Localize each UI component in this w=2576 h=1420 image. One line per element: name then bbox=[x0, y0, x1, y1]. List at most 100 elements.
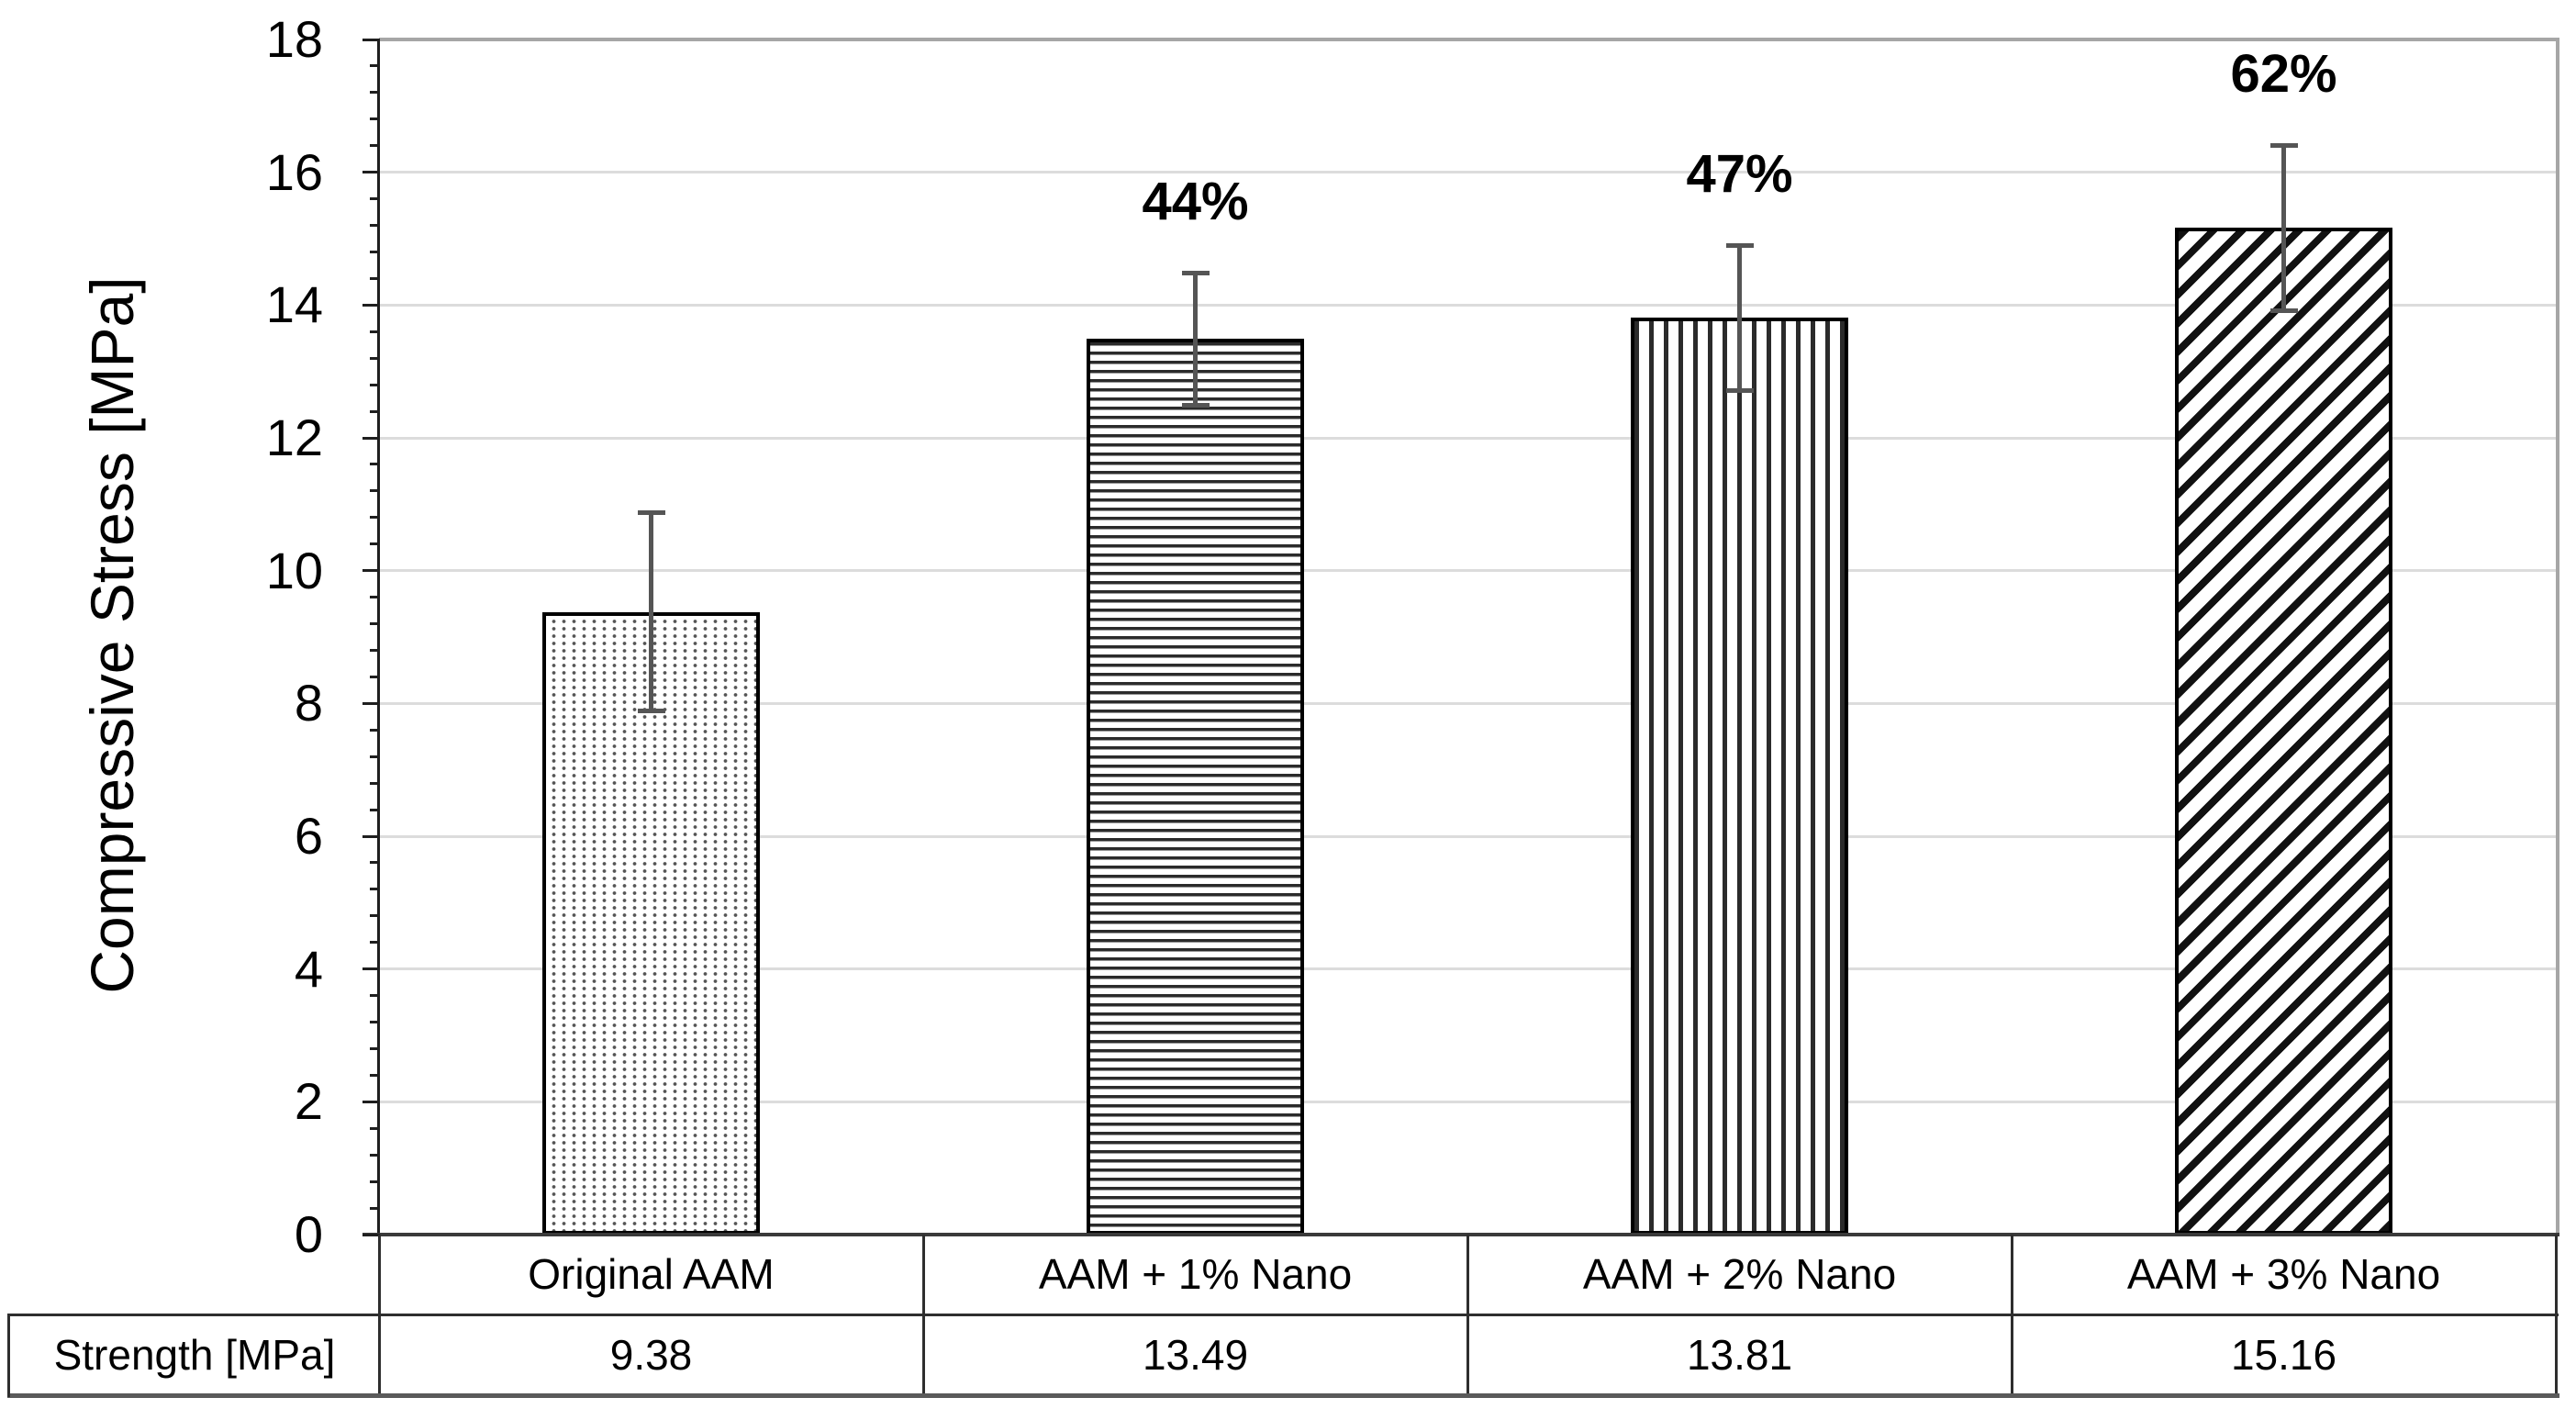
y-axis-major-tick bbox=[362, 569, 380, 573]
error-bar-cap-bottom bbox=[1181, 402, 1210, 408]
bar-aam-2-nano bbox=[1630, 318, 1849, 1235]
table-bottom-rule bbox=[7, 1393, 2559, 1398]
error-bar-cap-bottom bbox=[1725, 387, 1754, 393]
error-bar-cap-top bbox=[1725, 242, 1754, 248]
y-axis-minor-tick bbox=[370, 224, 380, 228]
y-axis-minor-tick bbox=[370, 1126, 380, 1130]
y-axis-minor-tick bbox=[370, 994, 380, 998]
y-axis-minor-tick bbox=[370, 1153, 380, 1157]
y-axis-minor-tick bbox=[370, 463, 380, 466]
y-axis-line bbox=[377, 39, 380, 1236]
y-axis-major-tick bbox=[362, 303, 380, 307]
y-axis-tick-label: 2 bbox=[294, 1072, 323, 1131]
y-axis-minor-tick bbox=[370, 91, 380, 95]
strength-value: 15.16 bbox=[2230, 1331, 2337, 1379]
y-axis-minor-tick bbox=[370, 489, 380, 493]
y-axis-tick-label: 10 bbox=[265, 541, 323, 599]
gridline bbox=[379, 171, 2556, 174]
table-label-left-rule bbox=[7, 1316, 10, 1397]
error-bar-cap-top bbox=[2269, 143, 2298, 148]
plot-border-right bbox=[2556, 38, 2559, 1236]
table-row-label: Strength [MPa] bbox=[53, 1331, 336, 1379]
error-bar-cap-bottom bbox=[2269, 307, 2298, 313]
y-axis-minor-tick bbox=[370, 755, 380, 758]
strength-value: 13.81 bbox=[1686, 1331, 1793, 1379]
y-axis-major-tick bbox=[362, 1233, 380, 1236]
percent-label: 44% bbox=[1142, 171, 1249, 231]
y-axis-minor-tick bbox=[370, 622, 380, 626]
percent-label: 47% bbox=[1686, 143, 1793, 204]
category-label: AAM + 3% Nano bbox=[2126, 1250, 2441, 1298]
y-axis-minor-tick bbox=[370, 781, 380, 785]
y-axis-minor-tick bbox=[370, 675, 380, 678]
y-axis-minor-tick bbox=[370, 409, 380, 413]
plot-border-top bbox=[379, 38, 2559, 41]
error-bar-cap-bottom bbox=[637, 709, 665, 713]
y-axis-minor-tick bbox=[370, 144, 380, 148]
y-axis-minor-tick bbox=[370, 356, 380, 360]
y-axis-minor-tick bbox=[370, 330, 380, 333]
x-axis-line bbox=[362, 1233, 2559, 1236]
y-axis-tick-label: 18 bbox=[265, 10, 323, 68]
y-axis-major-tick bbox=[362, 967, 380, 971]
y-axis-tick-label: 0 bbox=[294, 1205, 323, 1263]
y-axis-minor-tick bbox=[370, 197, 380, 201]
gridline bbox=[379, 436, 2556, 440]
gridline bbox=[379, 701, 2556, 705]
error-bar-cap-top bbox=[637, 510, 665, 515]
y-axis-tick-label: 12 bbox=[265, 408, 323, 466]
error-bar-line bbox=[1737, 244, 1742, 391]
error-bar-line bbox=[649, 512, 653, 711]
gridline bbox=[379, 1100, 2556, 1103]
y-axis-major-tick bbox=[362, 171, 380, 174]
y-axis-major-tick bbox=[362, 38, 380, 41]
category-label: AAM + 1% Nano bbox=[1038, 1250, 1353, 1298]
y-axis-minor-tick bbox=[370, 542, 380, 546]
y-axis-minor-tick bbox=[370, 250, 380, 253]
bar-aam-3-nano bbox=[2174, 228, 2393, 1235]
category-label: Original AAM bbox=[528, 1250, 775, 1298]
bar-aam-1-nano bbox=[1086, 339, 1305, 1235]
y-axis-minor-tick bbox=[370, 383, 380, 386]
y-axis-minor-tick bbox=[370, 888, 380, 891]
y-axis-minor-tick bbox=[370, 728, 380, 732]
y-axis-minor-tick bbox=[370, 64, 380, 68]
y-axis-minor-tick bbox=[370, 1206, 380, 1210]
y-axis-major-tick bbox=[362, 834, 380, 838]
y-axis-tick-label: 4 bbox=[294, 939, 323, 998]
y-axis-tick-label: 8 bbox=[294, 674, 323, 732]
y-axis-minor-tick bbox=[370, 648, 380, 652]
error-bar-cap-top bbox=[1181, 270, 1210, 275]
strength-value: 13.49 bbox=[1142, 1331, 1249, 1379]
gridline bbox=[379, 967, 2556, 971]
y-axis-tick-label: 14 bbox=[265, 275, 323, 334]
y-axis-tick-label: 16 bbox=[265, 142, 323, 201]
gridline bbox=[379, 834, 2556, 838]
y-axis-minor-tick bbox=[370, 1021, 380, 1024]
y-axis-minor-tick bbox=[370, 1073, 380, 1077]
percent-label: 62% bbox=[2230, 44, 2337, 104]
gridline bbox=[379, 569, 2556, 573]
y-axis-tick-label: 6 bbox=[294, 807, 323, 865]
error-bar-line bbox=[1193, 272, 1198, 406]
y-axis-minor-tick bbox=[370, 516, 380, 520]
y-axis-minor-tick bbox=[370, 914, 380, 918]
category-label: AAM + 2% Nano bbox=[1582, 1250, 1897, 1298]
y-axis-major-tick bbox=[362, 1100, 380, 1103]
y-axis-minor-tick bbox=[370, 941, 380, 945]
table-horizontal-rule bbox=[7, 1314, 2559, 1316]
y-axis-minor-tick bbox=[370, 1180, 380, 1183]
y-axis-minor-tick bbox=[370, 861, 380, 865]
y-axis-minor-tick bbox=[370, 808, 380, 811]
y-axis-minor-tick bbox=[370, 117, 380, 121]
y-axis-minor-tick bbox=[370, 596, 380, 599]
y-axis-minor-tick bbox=[370, 1046, 380, 1050]
y-axis-major-tick bbox=[362, 436, 380, 440]
error-bar-line bbox=[2281, 145, 2286, 311]
strength-value: 9.38 bbox=[609, 1331, 693, 1379]
y-axis-major-tick bbox=[362, 701, 380, 705]
gridline bbox=[379, 303, 2556, 307]
bar-original-aam bbox=[541, 611, 761, 1235]
y-axis-minor-tick bbox=[370, 276, 380, 280]
